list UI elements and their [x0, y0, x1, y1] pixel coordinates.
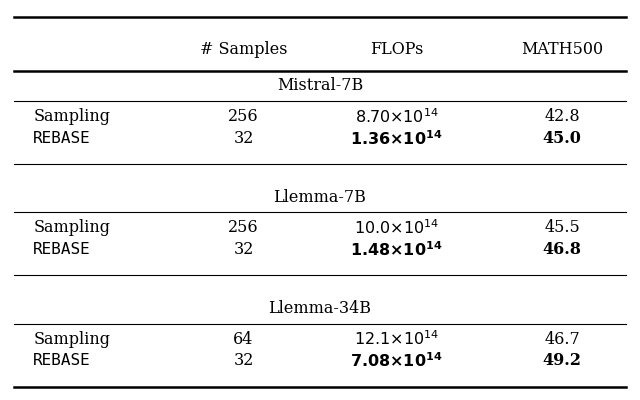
Text: Sampling: Sampling: [33, 108, 110, 125]
Text: 256: 256: [228, 108, 259, 125]
Text: 256: 256: [228, 219, 259, 236]
Text: Llemma-7B: Llemma-7B: [273, 189, 367, 206]
Text: Sampling: Sampling: [33, 330, 110, 348]
Text: 45.0: 45.0: [543, 130, 582, 147]
Text: Llemma-34B: Llemma-34B: [269, 300, 371, 317]
Text: 46.7: 46.7: [544, 330, 580, 348]
Text: 45.5: 45.5: [544, 219, 580, 236]
Text: MATH500: MATH500: [521, 40, 604, 58]
Text: 49.2: 49.2: [543, 352, 582, 369]
Text: REBASE: REBASE: [33, 242, 91, 257]
Text: 32: 32: [234, 241, 253, 258]
Text: 32: 32: [234, 130, 253, 147]
Text: # Samples: # Samples: [200, 40, 287, 58]
Text: Sampling: Sampling: [33, 219, 110, 236]
Text: 46.8: 46.8: [543, 241, 582, 258]
Text: REBASE: REBASE: [33, 353, 91, 368]
Text: $10.0{\times}10^{14}$: $10.0{\times}10^{14}$: [354, 218, 439, 237]
Text: $8.70{\times}10^{14}$: $8.70{\times}10^{14}$: [355, 107, 438, 126]
Text: $12.1{\times}10^{14}$: $12.1{\times}10^{14}$: [354, 330, 439, 348]
Text: 64: 64: [234, 330, 253, 348]
Text: $\mathbf{1.36{\times}10^{14}}$: $\mathbf{1.36{\times}10^{14}}$: [350, 129, 443, 148]
Text: REBASE: REBASE: [33, 131, 91, 146]
Text: FLOPs: FLOPs: [370, 40, 423, 58]
Text: Mistral-7B: Mistral-7B: [277, 78, 363, 94]
Text: $\mathbf{1.48{\times}10^{14}}$: $\mathbf{1.48{\times}10^{14}}$: [350, 240, 443, 259]
Text: 32: 32: [234, 352, 253, 369]
Text: $\mathbf{7.08{\times}10^{14}}$: $\mathbf{7.08{\times}10^{14}}$: [350, 352, 443, 370]
Text: 42.8: 42.8: [545, 108, 580, 125]
